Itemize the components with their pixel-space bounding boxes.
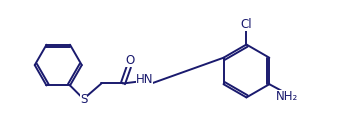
Text: O: O bbox=[125, 54, 135, 67]
Text: S: S bbox=[80, 93, 88, 106]
Text: NH₂: NH₂ bbox=[276, 90, 298, 103]
Text: HN: HN bbox=[136, 73, 153, 86]
Text: Cl: Cl bbox=[241, 18, 252, 31]
